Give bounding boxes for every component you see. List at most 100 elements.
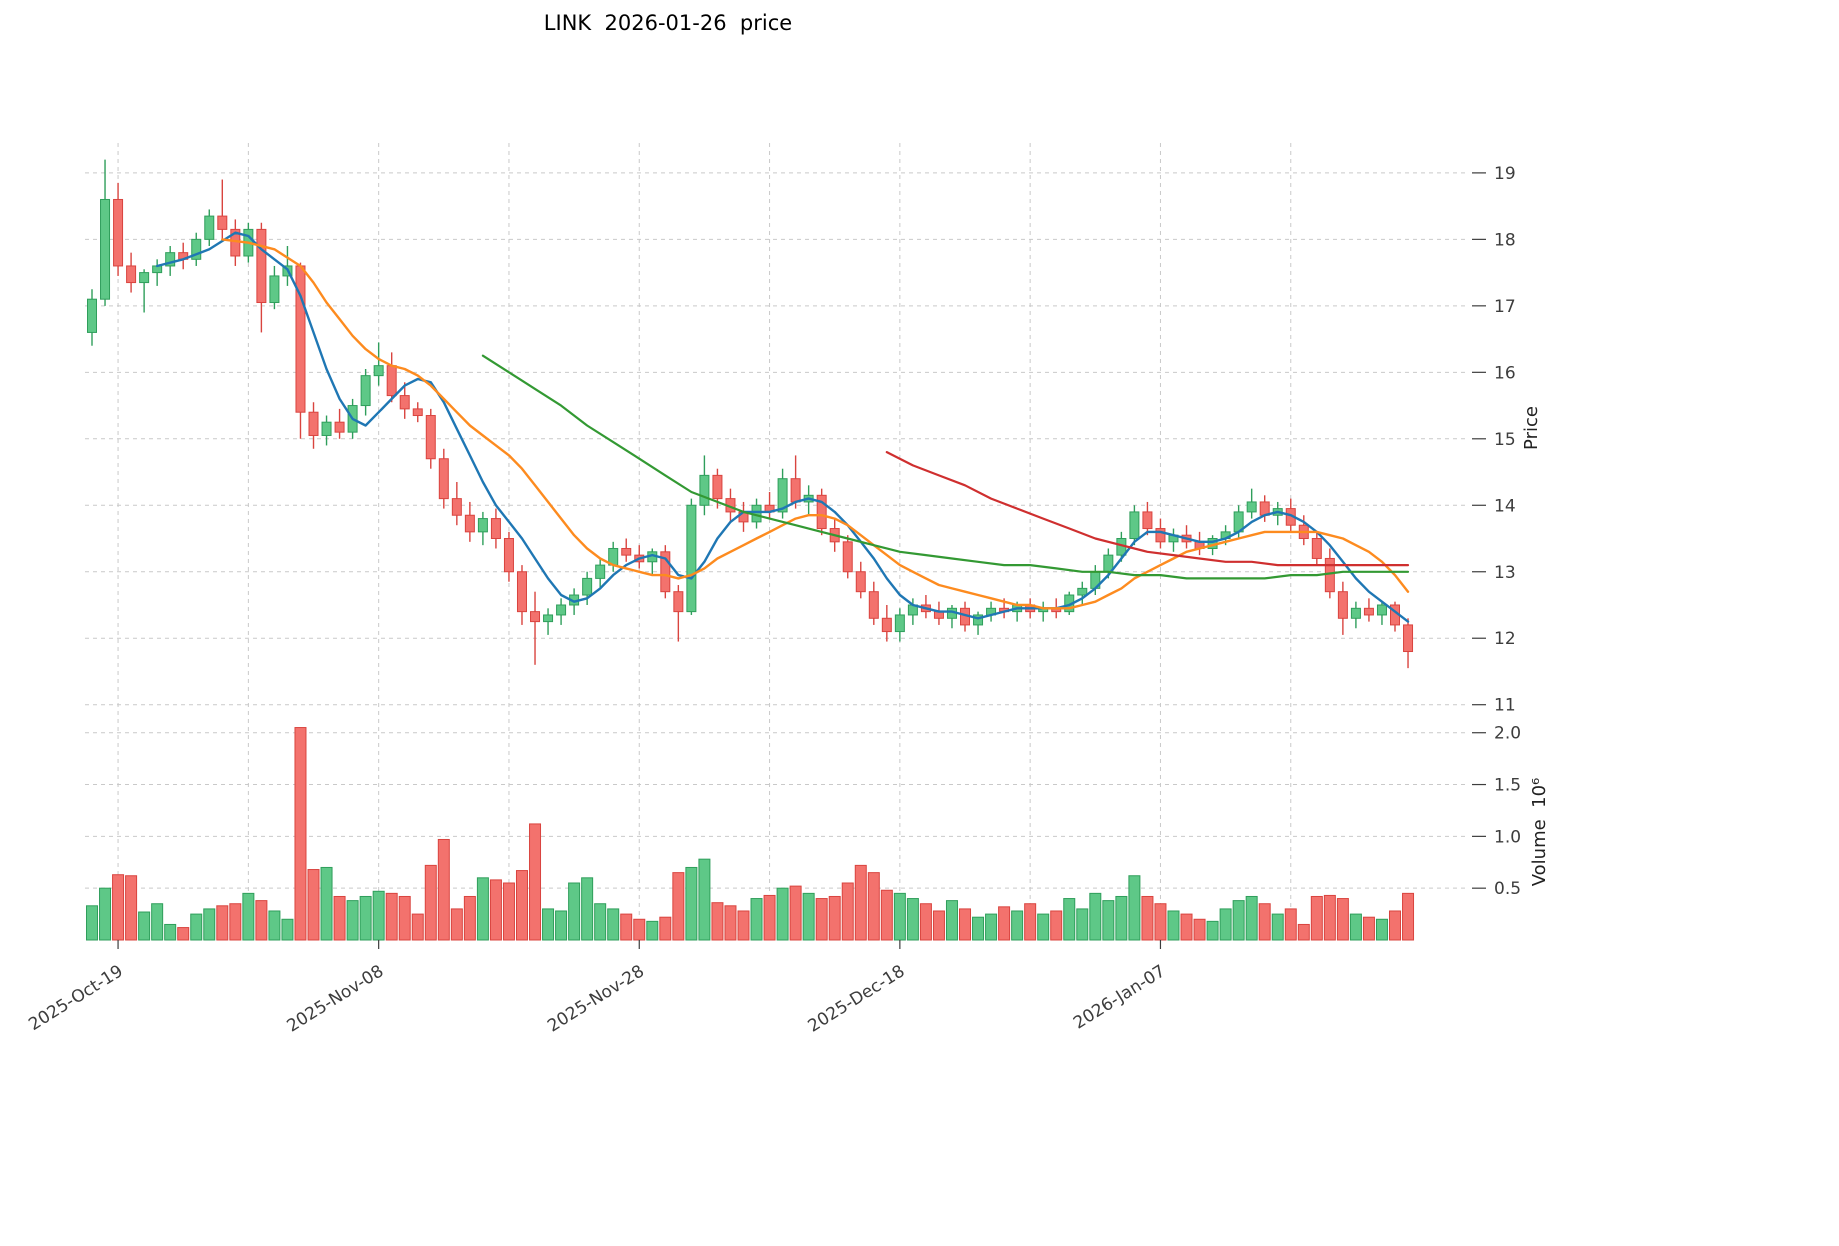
volume-bar	[307, 869, 320, 941]
volume-bar	[1271, 913, 1284, 941]
volume-axis-label: Volume 10⁶	[1529, 778, 1550, 887]
volume-bar	[1076, 908, 1089, 941]
volume-bar	[1389, 910, 1401, 941]
volume-bar	[1167, 910, 1180, 941]
candle-body	[87, 298, 97, 333]
candle-body	[1077, 587, 1088, 596]
x-tick-label: 2026-Jan-07	[1070, 961, 1169, 1033]
candle-body	[269, 275, 280, 304]
volume-bar	[463, 895, 476, 941]
volume-bar	[1180, 913, 1193, 941]
candle-body	[139, 272, 150, 284]
volume-bar	[450, 908, 463, 941]
volume-bar	[607, 908, 620, 941]
volume-bar	[281, 918, 294, 941]
volume-bar	[125, 875, 138, 941]
volume-bar	[1154, 903, 1167, 941]
candle-body	[1246, 501, 1257, 513]
volume-bar	[893, 892, 906, 941]
overlay-ma-long-green	[481, 354, 1410, 580]
volume-bar	[333, 895, 346, 941]
volume-bar	[1362, 916, 1375, 941]
candle-body	[1155, 528, 1166, 543]
volume-bar	[724, 905, 737, 941]
volume-bar	[659, 916, 672, 941]
volume-bar	[346, 900, 359, 941]
price-tick-label: 14	[1494, 496, 1516, 516]
x-tick-label: 2025-Dec-18	[805, 961, 909, 1036]
volume-bar	[1141, 895, 1154, 941]
volume-bar	[802, 892, 815, 941]
candle-body	[842, 541, 853, 573]
candle-body	[308, 411, 319, 436]
candle-body	[490, 518, 501, 540]
volume-bar	[880, 889, 893, 941]
volume-bar	[502, 882, 515, 941]
overlay-ma-short-blue	[155, 231, 1410, 623]
volume-bar	[672, 872, 685, 941]
volume-bar	[906, 898, 919, 941]
candle-body	[790, 478, 801, 503]
candle-body	[582, 577, 593, 596]
volume-bar	[255, 900, 268, 941]
volume-tick-label: 1.5	[1494, 776, 1521, 796]
candle-body	[1376, 604, 1387, 616]
candle-body	[881, 617, 892, 633]
volume-bar	[1102, 900, 1115, 941]
candle-body	[113, 198, 124, 267]
candle-body	[191, 238, 202, 260]
volume-bar	[633, 918, 646, 941]
volume-bar	[1089, 892, 1102, 941]
candle-body	[1337, 591, 1348, 619]
candle-body	[204, 215, 215, 240]
volume-bar	[476, 877, 489, 941]
candle-body	[503, 538, 514, 573]
volume-bar	[1349, 913, 1362, 941]
volume-bar	[1063, 898, 1076, 941]
candle-body	[412, 408, 423, 417]
volume-bar	[1310, 895, 1323, 941]
overlay-ma-mid-orange	[221, 238, 1410, 610]
candle-body	[425, 415, 436, 460]
x-tick-label: 2025-Nov-28	[544, 961, 648, 1036]
candle-body	[386, 365, 397, 397]
volume-bar	[581, 877, 594, 941]
candle-body	[1363, 607, 1374, 616]
volume-bar	[190, 913, 203, 941]
candle-body	[334, 421, 345, 433]
volume-bar	[646, 920, 659, 941]
candle-body	[556, 604, 567, 616]
volume-bar	[1258, 903, 1271, 941]
volume-bar	[776, 887, 789, 941]
volume-bar	[242, 892, 255, 941]
volume-bar	[1206, 920, 1219, 941]
x-tick-label: 2025-Nov-08	[284, 961, 388, 1036]
volume-bar	[1245, 895, 1258, 941]
candle-body	[477, 518, 488, 533]
candle-body	[543, 614, 554, 623]
volume-bar	[1375, 918, 1388, 941]
volume-bar	[529, 823, 542, 941]
volume-bar	[1336, 898, 1349, 941]
price-tick-label: 18	[1494, 230, 1516, 250]
volume-bar	[945, 900, 958, 941]
candle-body	[399, 395, 410, 410]
volume-bar	[737, 910, 750, 941]
volume-bar	[1323, 894, 1336, 941]
price-tick-label: 15	[1494, 430, 1516, 450]
volume-bar	[998, 906, 1011, 941]
candle-body	[165, 252, 176, 267]
candle-body	[373, 365, 384, 377]
volume-bar	[99, 887, 112, 941]
volume-bar	[685, 866, 698, 941]
volume-bar	[815, 898, 828, 941]
volume-bar	[959, 908, 972, 941]
price-tick-label: 17	[1494, 297, 1516, 317]
volume-bar	[1402, 892, 1415, 941]
candle-body	[816, 494, 827, 530]
candle-body	[256, 228, 267, 304]
volume-bar	[359, 895, 372, 941]
volume-bar	[985, 913, 998, 941]
candle-body	[894, 614, 905, 633]
